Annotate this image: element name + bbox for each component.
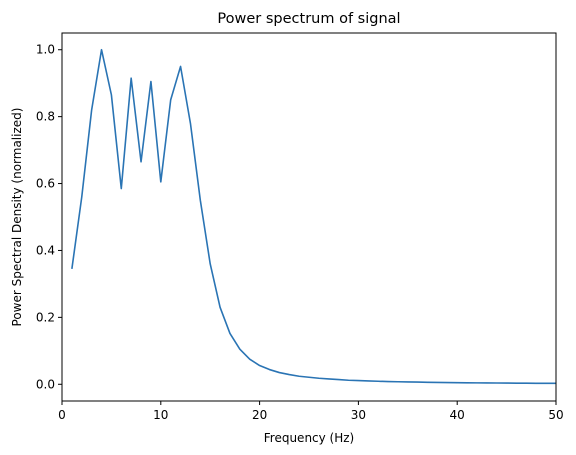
y-tick-label: 1.0: [36, 43, 55, 57]
x-tick-label: 0: [58, 408, 66, 422]
chart-title: Power spectrum of signal: [217, 11, 400, 27]
x-tick-label: 10: [153, 408, 168, 422]
y-axis-label: Power Spectral Density (normalized): [10, 108, 24, 327]
plot-area: [71, 48, 557, 385]
x-tick-label: 40: [450, 408, 465, 422]
y-tick-label: 0.2: [36, 310, 55, 324]
y-tick-label: 0.4: [36, 243, 55, 257]
y-tick-label: 0.8: [36, 110, 55, 124]
x-tick-label: 20: [252, 408, 267, 422]
y-tick-label: 0.6: [36, 177, 55, 191]
x-tick-label: 50: [548, 408, 563, 422]
axis-ticks: 0 10 20 30 40 50 0.0 0.2 0.4 0.6 0.8 1.0: [36, 43, 564, 422]
x-tick-label: 30: [351, 408, 366, 422]
axes-frame: [61, 32, 557, 402]
series-line: [71, 48, 557, 385]
y-tick-label: 0.0: [36, 377, 55, 391]
x-axis-label: Frequency (Hz): [264, 431, 355, 445]
